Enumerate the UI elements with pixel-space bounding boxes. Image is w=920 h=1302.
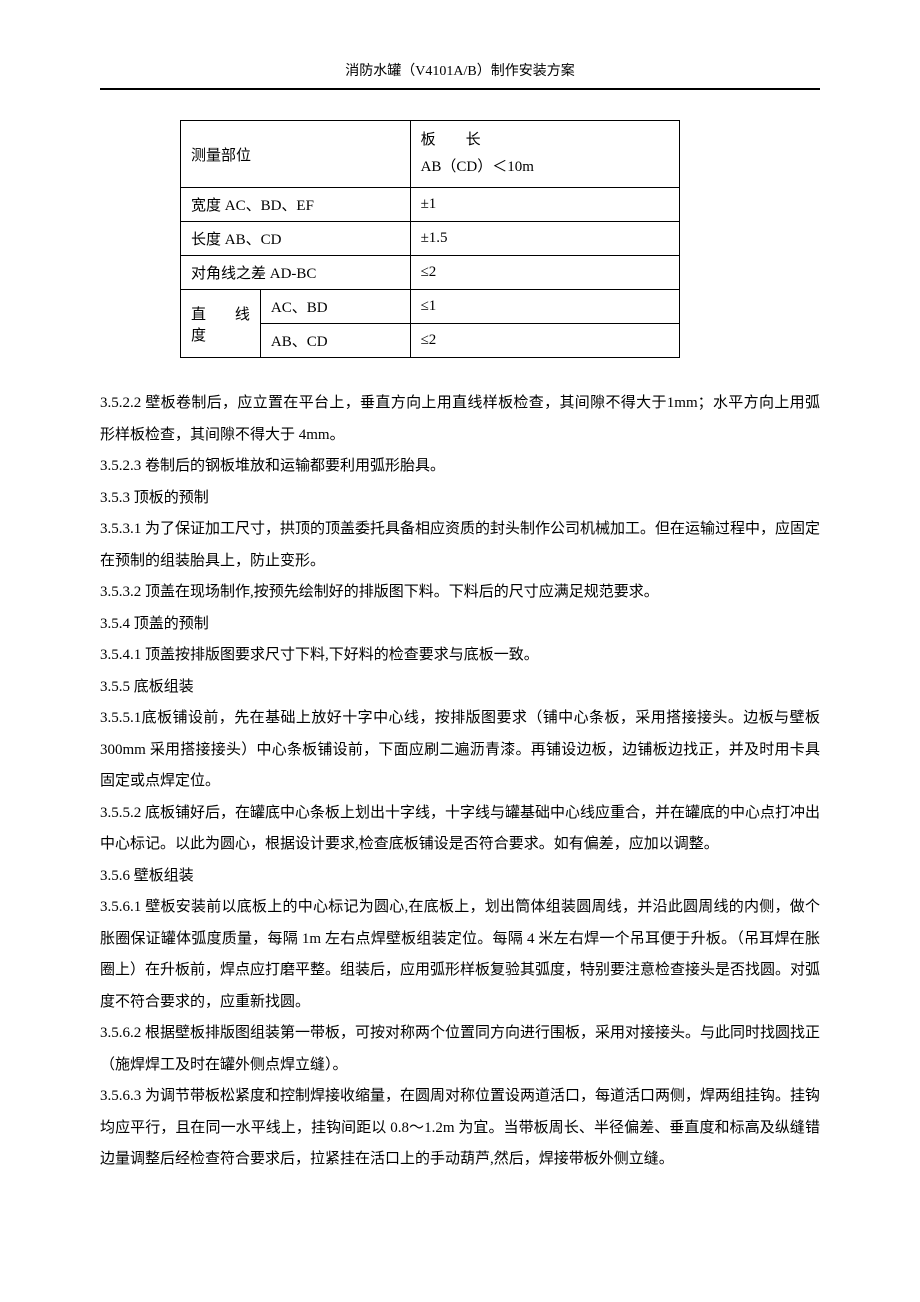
header-title: 消防水罐（V4101A/B）制作安装方案 (345, 64, 574, 79)
cell-value: ±1.5 (410, 222, 679, 256)
table-row: 宽度 AC、BD、EF ±1 (181, 188, 680, 222)
cell-value: ≤2 (410, 324, 679, 358)
cell-sublabel: AC、BD (260, 290, 410, 324)
cell-label-merged: 直 线 度 (181, 290, 261, 358)
paragraph: 3.5.6.2 根据壁板排版图组装第一带板，可按对称两个位置同方向进行围板，采用… (100, 1018, 820, 1081)
tolerance-table: 测量部位 板 长 AB（CD）＜10m 宽度 AC、BD、EF ±1 长度 AB… (180, 120, 680, 358)
cell-label: 对角线之差 AD-BC (181, 256, 411, 290)
cell-label: 宽度 AC、BD、EF (181, 188, 411, 222)
paragraph: 3.5.5.2 底板铺好后，在罐底中心条板上划出十字线，十字线与罐基础中心线应重… (100, 798, 820, 861)
paragraph: 3.5.4 顶盖的预制 (100, 609, 820, 641)
paragraph: 3.5.5 底板组装 (100, 672, 820, 704)
paragraph: 3.5.4.1 顶盖按排版图要求尺寸下料,下好料的检查要求与底板一致。 (100, 640, 820, 672)
table-row: 测量部位 板 长 AB（CD）＜10m (181, 121, 680, 188)
paragraph: 3.5.3.1 为了保证加工尺寸，拱顶的顶盖委托具备相应资质的封头制作公司机械加… (100, 514, 820, 577)
paragraph: 3.5.6.1 壁板安装前以底板上的中心标记为圆心,在底板上，划出筒体组装圆周线… (100, 892, 820, 1018)
paragraph: 3.5.3 顶板的预制 (100, 483, 820, 515)
cell-label: 长度 AB、CD (181, 222, 411, 256)
cell-sublabel: AB、CD (260, 324, 410, 358)
cell-value: ≤2 (410, 256, 679, 290)
document-content: 3.5.2.2 壁板卷制后，应立置在平台上，垂直方向上用直线样板检查，其间隙不得… (100, 388, 820, 1176)
cell-value: ≤1 (410, 290, 679, 324)
paragraph: 3.5.2.2 壁板卷制后，应立置在平台上，垂直方向上用直线样板检查，其间隙不得… (100, 388, 820, 451)
cell-value: 板 长 AB（CD）＜10m (410, 121, 679, 188)
document-header: 消防水罐（V4101A/B）制作安装方案 (100, 60, 820, 90)
paragraph: 3.5.6.3 为调节带板松紧度和控制焊接收缩量，在圆周对称位置设两道活口，每道… (100, 1081, 820, 1176)
paragraph: 3.5.3.2 顶盖在现场制作,按预先绘制好的排版图下料。下料后的尺寸应满足规范… (100, 577, 820, 609)
table-row: 对角线之差 AD-BC ≤2 (181, 256, 680, 290)
tolerance-table-container: 测量部位 板 长 AB（CD）＜10m 宽度 AC、BD、EF ±1 长度 AB… (180, 120, 820, 358)
paragraph: 3.5.5.1底板铺设前，先在基础上放好十字中心线，按排版图要求（铺中心条板，采… (100, 703, 820, 798)
table-row: 直 线 度 AC、BD ≤1 (181, 290, 680, 324)
paragraph: 3.5.2.3 卷制后的钢板堆放和运输都要利用弧形胎具。 (100, 451, 820, 483)
table-row: 长度 AB、CD ±1.5 (181, 222, 680, 256)
cell-label: 测量部位 (181, 121, 411, 188)
cell-value: ±1 (410, 188, 679, 222)
paragraph: 3.5.6 壁板组装 (100, 861, 820, 893)
